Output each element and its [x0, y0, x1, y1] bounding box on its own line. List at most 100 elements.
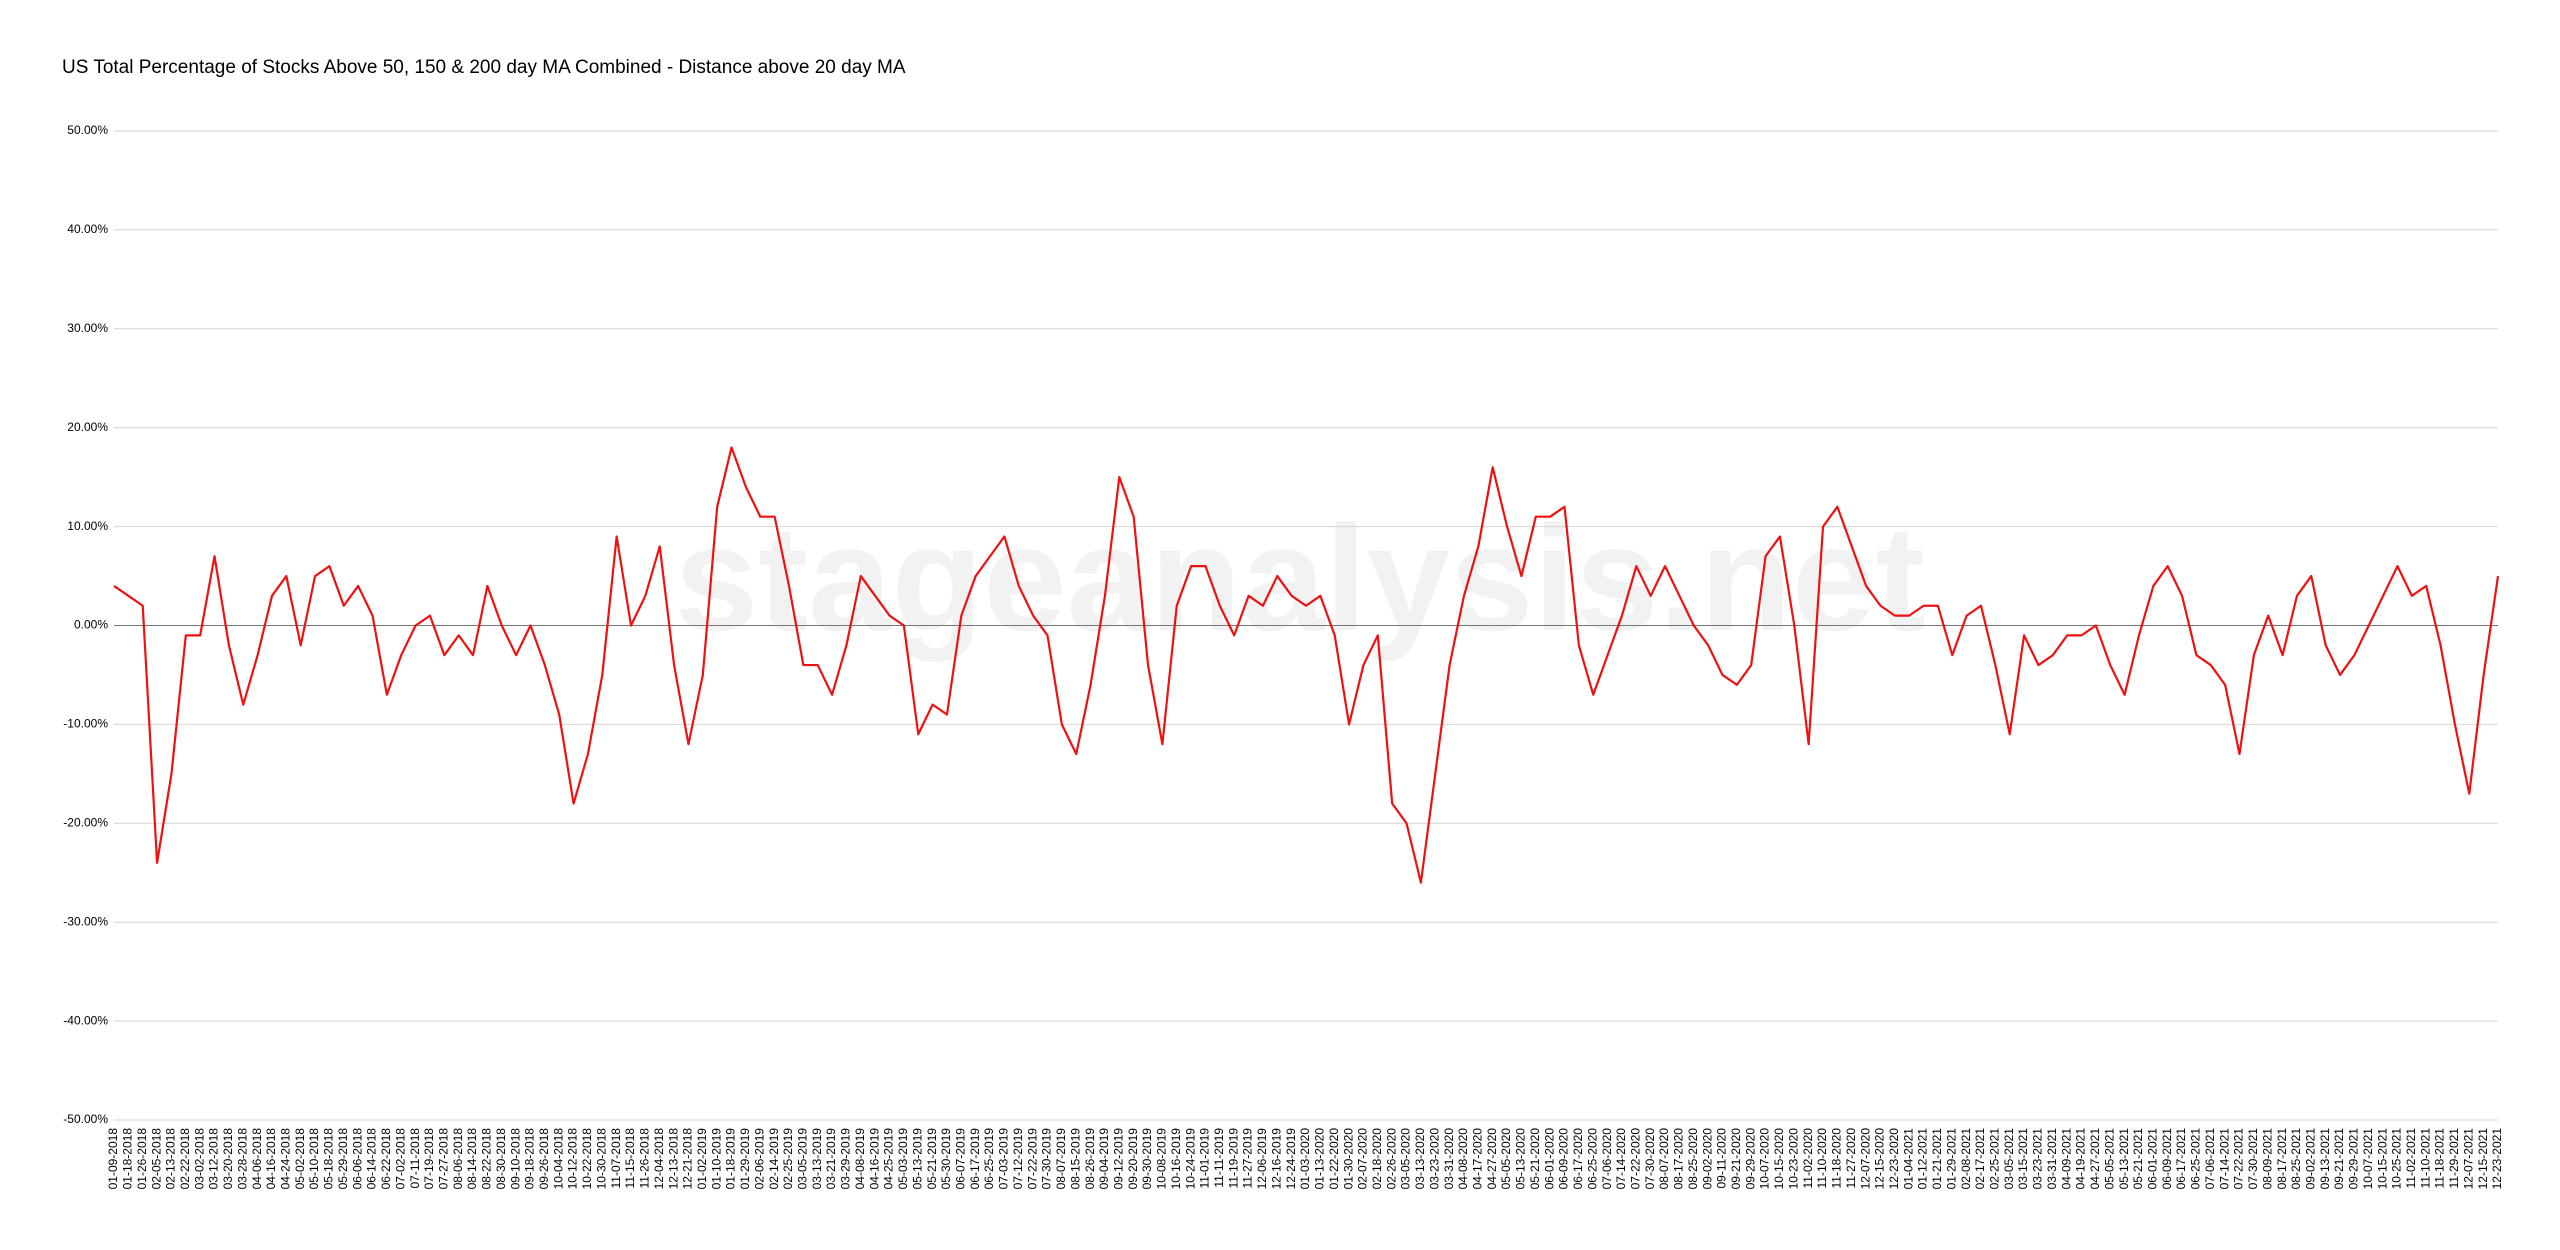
x-tick-label: 12-21-2018 — [681, 1128, 695, 1190]
x-tick-label: 09-12-2019 — [1111, 1128, 1125, 1190]
x-tick-label: 09-21-2021 — [2332, 1128, 2346, 1190]
x-tick-label: 12-06-2019 — [1255, 1128, 1269, 1190]
x-tick-label: 01-02-2019 — [695, 1128, 709, 1190]
x-tick-label: 01-29-2021 — [1944, 1128, 1958, 1190]
x-tick-label: 05-05-2021 — [2102, 1128, 2116, 1190]
x-tick-label: 11-19-2019 — [1226, 1128, 1240, 1189]
x-tick-label: 09-02-2020 — [1700, 1128, 1714, 1190]
x-tick-label: 03-05-2020 — [1399, 1128, 1413, 1190]
x-tick-label: 05-30-2019 — [939, 1128, 953, 1190]
watermark: stageanalysis.net — [675, 494, 1926, 662]
x-tick-label: 06-07-2019 — [953, 1128, 967, 1190]
x-tick-label: 02-08-2021 — [1959, 1128, 1973, 1190]
x-tick-label: 08-30-2018 — [494, 1128, 508, 1190]
x-tick-label: 03-28-2018 — [235, 1128, 249, 1190]
x-tick-label: 10-30-2018 — [594, 1128, 608, 1190]
x-tick-label: 06-06-2018 — [350, 1128, 364, 1190]
x-tick-label: 10-08-2019 — [1155, 1128, 1169, 1190]
x-tick-label: 11-18-2021 — [2433, 1128, 2447, 1189]
x-tick-label: 09-21-2020 — [1729, 1128, 1743, 1190]
x-tick-label: 08-07-2020 — [1657, 1128, 1671, 1190]
x-tick-label: 04-08-2019 — [853, 1128, 867, 1190]
x-tick-label: 08-25-2021 — [2289, 1128, 2303, 1190]
x-tick-label: 07-27-2018 — [436, 1128, 450, 1190]
x-tick-label: 06-01-2020 — [1542, 1128, 1556, 1190]
x-tick-label: 09-30-2019 — [1140, 1128, 1154, 1190]
x-tick-label: 09-13-2021 — [2318, 1128, 2332, 1190]
x-tick-label: 09-02-2021 — [2303, 1128, 2317, 1190]
x-tick-label: 01-09-2018 — [106, 1128, 120, 1190]
x-tick-label: 08-17-2021 — [2275, 1128, 2289, 1190]
x-tick-label: 09-20-2019 — [1126, 1128, 1140, 1190]
x-tick-label: 07-06-2021 — [2203, 1128, 2217, 1190]
x-tick-label: 04-27-2021 — [2088, 1128, 2102, 1190]
x-tick-label: 05-21-2021 — [2131, 1128, 2145, 1190]
x-tick-label: 03-05-2021 — [2002, 1128, 2016, 1190]
x-tick-label: 01-03-2020 — [1298, 1128, 1312, 1190]
x-tick-label: 11-26-2018 — [638, 1128, 652, 1189]
x-tick-label: 11-10-2020 — [1815, 1128, 1829, 1189]
x-tick-label: 11-29-2021 — [2447, 1128, 2461, 1189]
x-tick-label: 07-22-2021 — [2232, 1128, 2246, 1190]
x-tick-label: 12-04-2018 — [652, 1128, 666, 1190]
y-tick-label: -30.00% — [63, 914, 108, 928]
x-tick-label: 03-15-2021 — [2016, 1128, 2030, 1190]
x-tick-label: 06-17-2020 — [1571, 1128, 1585, 1190]
x-tick-label: 10-23-2020 — [1786, 1128, 1800, 1190]
x-tick-label: 11-11-2019 — [1212, 1128, 1226, 1188]
x-tick-label: 11-02-2020 — [1801, 1128, 1815, 1189]
x-tick-label: 10-22-2018 — [580, 1128, 594, 1190]
x-tick-label: 03-29-2019 — [839, 1128, 853, 1190]
x-tick-label: 08-17-2020 — [1672, 1128, 1686, 1190]
x-tick-label: 10-25-2021 — [2390, 1128, 2404, 1190]
x-tick-label: 11-02-2021 — [2404, 1128, 2418, 1189]
x-tick-label: 12-07-2020 — [1858, 1128, 1872, 1190]
x-tick-label: 03-21-2019 — [824, 1128, 838, 1190]
x-tick-label: 04-24-2018 — [279, 1128, 293, 1190]
x-tick-label: 11-15-2018 — [623, 1128, 637, 1189]
y-tick-label: 0.00% — [74, 618, 108, 632]
x-tick-label: 01-10-2019 — [709, 1128, 723, 1190]
x-tick-label: 12-24-2019 — [1284, 1128, 1298, 1190]
x-tick-label: 04-08-2020 — [1456, 1128, 1470, 1190]
x-tick-label: 04-27-2020 — [1485, 1128, 1499, 1190]
x-tick-label: 02-14-2019 — [767, 1128, 781, 1190]
x-tick-label: 10-15-2020 — [1772, 1128, 1786, 1190]
x-tick-label: 01-18-2019 — [724, 1128, 738, 1190]
x-tick-label: 07-14-2020 — [1614, 1128, 1628, 1190]
y-tick-label: 50.00% — [67, 123, 108, 137]
x-tick-label: 11-10-2021 — [2418, 1128, 2432, 1189]
x-tick-label: 07-03-2019 — [997, 1128, 1011, 1190]
x-tick-label: 06-17-2019 — [968, 1128, 982, 1190]
x-tick-label: 06-22-2018 — [379, 1128, 393, 1190]
x-tick-label: 08-14-2018 — [465, 1128, 479, 1190]
chart-title: US Total Percentage of Stocks Above 50, … — [62, 57, 906, 78]
y-tick-label: 40.00% — [67, 222, 108, 236]
x-tick-label: 06-09-2020 — [1557, 1128, 1571, 1190]
x-tick-label: 03-20-2018 — [221, 1128, 235, 1190]
x-tick-label: 12-23-2020 — [1887, 1128, 1901, 1190]
x-tick-label: 07-30-2021 — [2246, 1128, 2260, 1190]
x-tick-label: 05-10-2018 — [307, 1128, 321, 1190]
x-tick-label: 05-13-2020 — [1514, 1128, 1528, 1190]
x-tick-label: 02-07-2020 — [1356, 1128, 1370, 1190]
x-tick-label: 03-31-2020 — [1442, 1128, 1456, 1190]
x-tick-label: 02-22-2018 — [178, 1128, 192, 1190]
x-tick-label: 05-02-2018 — [293, 1128, 307, 1190]
x-tick-label: 02-17-2021 — [1973, 1128, 1987, 1190]
x-tick-label: 07-06-2020 — [1600, 1128, 1614, 1190]
x-tick-label: 08-07-2019 — [1054, 1128, 1068, 1190]
x-tick-label: 02-26-2020 — [1384, 1128, 1398, 1190]
x-tick-label: 11-27-2020 — [1844, 1128, 1858, 1189]
x-tick-label: 11-18-2020 — [1830, 1128, 1844, 1189]
x-tick-label: 01-04-2021 — [1901, 1128, 1915, 1190]
x-tick-label: 07-30-2020 — [1643, 1128, 1657, 1190]
x-tick-label: 07-22-2019 — [1025, 1128, 1039, 1190]
x-tick-label: 05-21-2020 — [1528, 1128, 1542, 1190]
x-tick-label: 09-11-2020 — [1715, 1128, 1729, 1189]
x-tick-label: 06-25-2019 — [982, 1128, 996, 1190]
x-tick-label: 01-26-2018 — [135, 1128, 149, 1190]
x-tick-label: 06-17-2021 — [2174, 1128, 2188, 1190]
